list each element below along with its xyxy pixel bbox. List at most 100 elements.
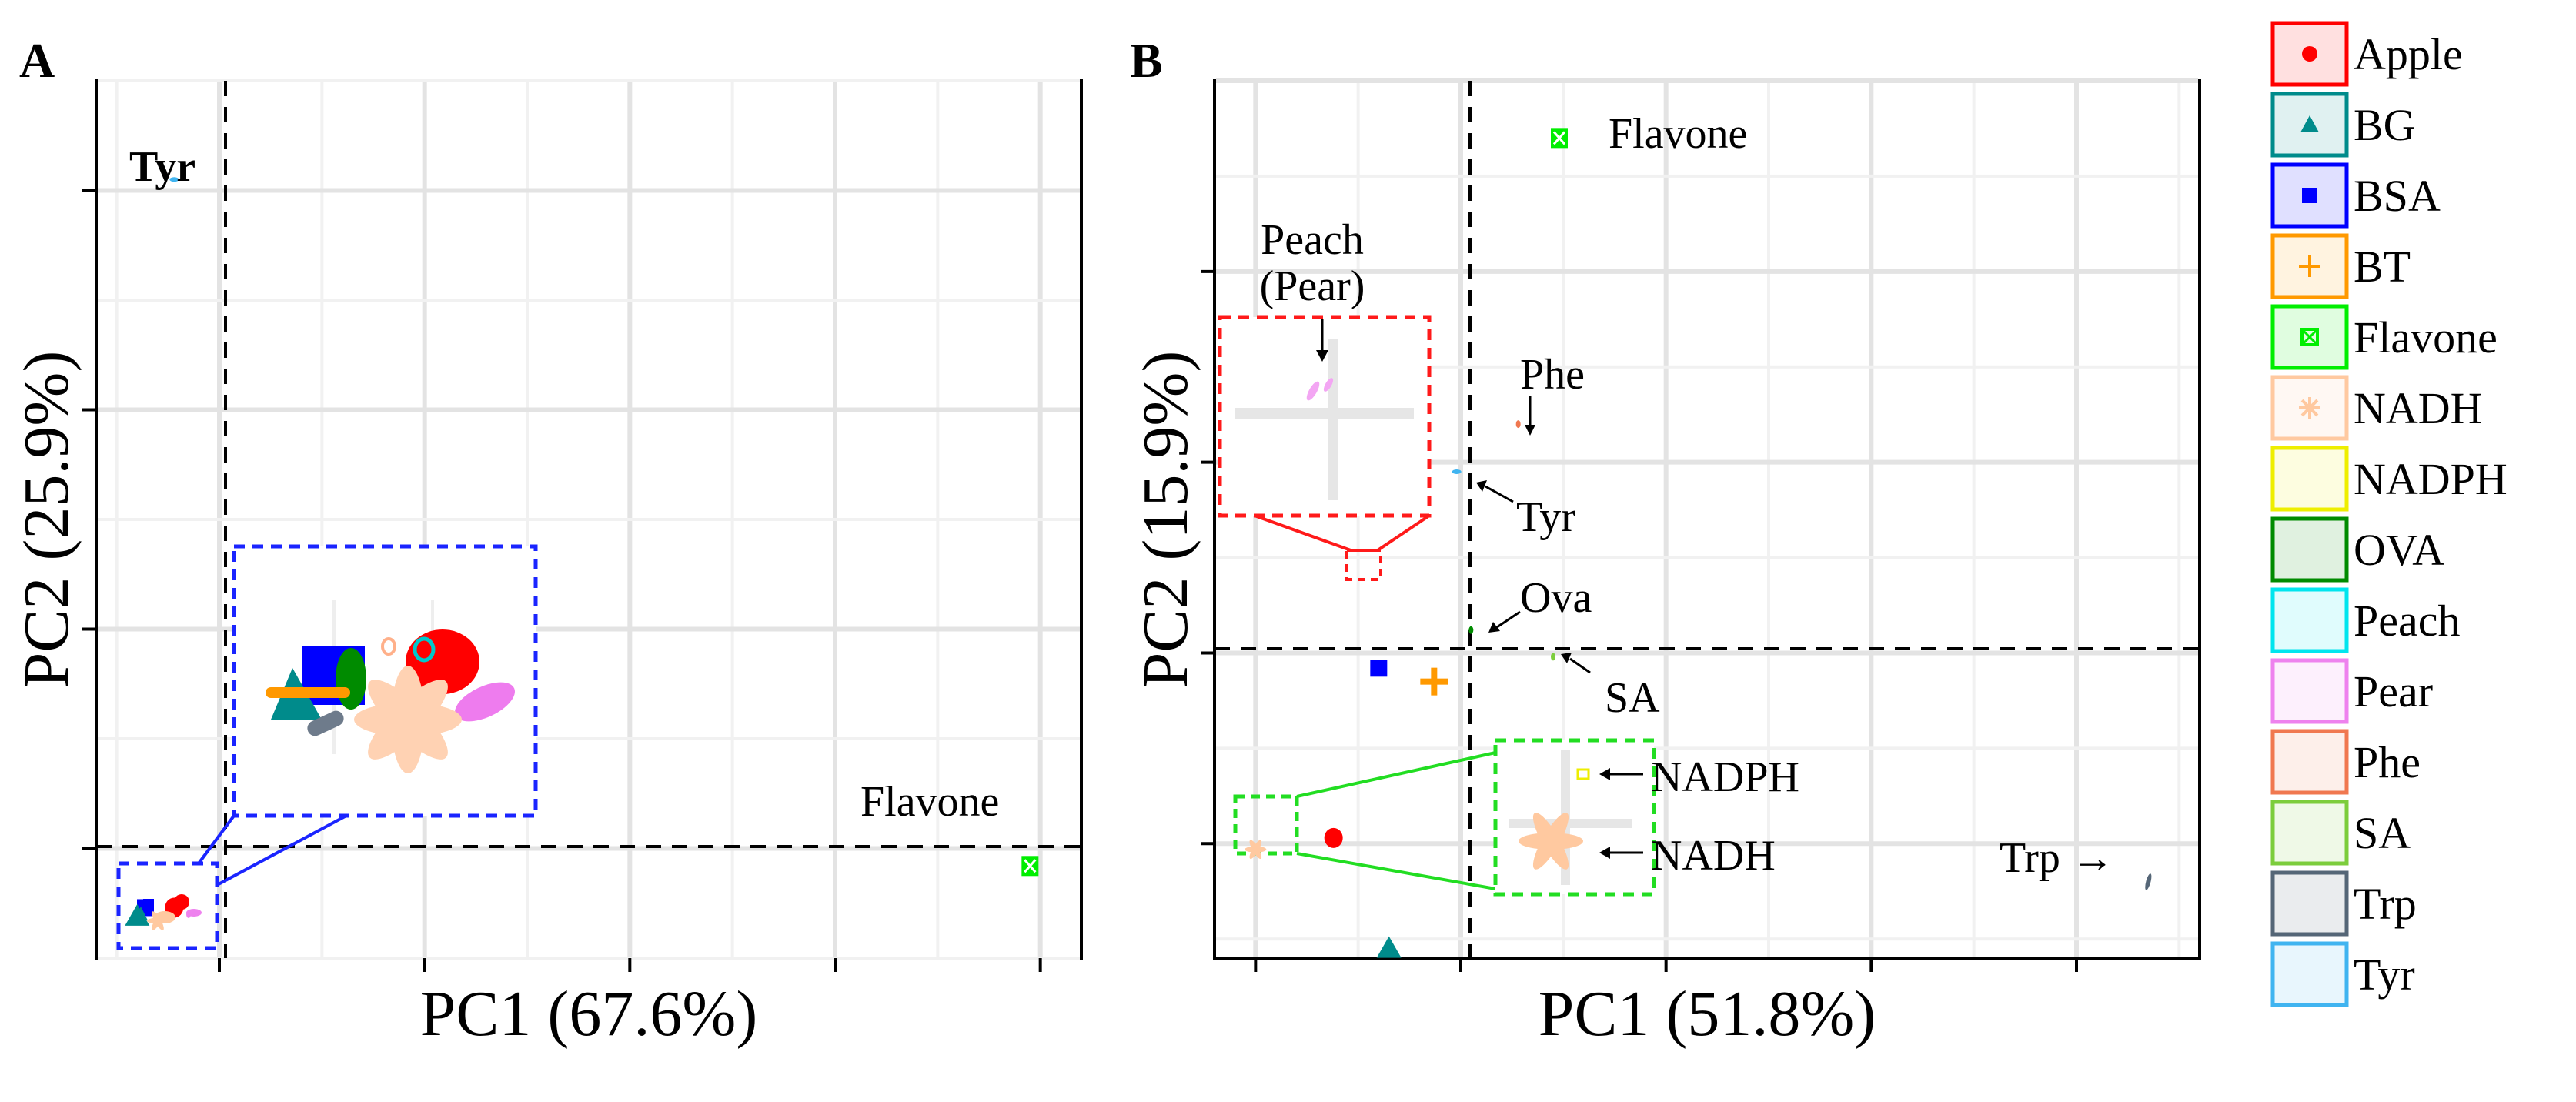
point-bg [1376, 936, 1402, 958]
point-trp [2145, 873, 2152, 890]
legend-item-pear: Pear [2270, 658, 2433, 724]
legend-label: Flavone [2354, 312, 2497, 362]
legend-swatch [2270, 658, 2349, 724]
legend-label: NADH [2354, 383, 2483, 433]
legend-item-ova: OVA [2270, 516, 2444, 583]
panel-b-label-flavone: Flavone [1609, 110, 1747, 158]
legend-swatch [2270, 729, 2349, 795]
legend-label: Apple [2354, 29, 2463, 79]
phe-arrow-head [1525, 425, 1535, 436]
point-ova [1468, 626, 1474, 634]
panel-a-zoom-box [232, 544, 538, 818]
legend-item-bt: BT [2270, 233, 2411, 299]
point-phe [1515, 420, 1521, 429]
legend-swatch [2270, 516, 2349, 583]
peach-inset-grid-v [1328, 339, 1338, 500]
legend-swatch [2270, 587, 2349, 653]
panel-b-label-trp: Trp → [2000, 834, 2114, 882]
legend-label: BSA [2354, 171, 2441, 221]
legend-label: Peach [2354, 596, 2461, 646]
point-nadh [1245, 840, 1267, 860]
legend-item-phe: Phe [2270, 729, 2421, 795]
nadh-inset-connector-2 [1296, 852, 1496, 890]
panel-b-label-peach: Peach [1261, 216, 1364, 264]
legend-swatch [2270, 870, 2349, 937]
panel-b-points [1245, 128, 2152, 958]
panel-a-zoom-cluster [266, 600, 515, 773]
zoom-nadh-star [354, 666, 462, 773]
panel-a: A [11, 33, 1083, 1050]
panel-a-source-cluster [134, 894, 202, 923]
legend-item-apple: Apple [2270, 21, 2463, 87]
legend-label: SA [2354, 808, 2411, 858]
nadh-inset-nadh-marker [1519, 813, 1583, 870]
panel-b-label-tyr: Tyr [1516, 493, 1575, 541]
legend-marker-square [2302, 188, 2317, 203]
legend-item-sa: SA [2270, 800, 2411, 866]
legend-marker-plus [2299, 255, 2320, 277]
legend-swatch [2270, 941, 2349, 1007]
panel-a-x-axis-label: PC1 (67.6%) [420, 978, 758, 1050]
src-pear-marker [186, 909, 202, 917]
zoom-peach-marker [413, 636, 436, 663]
peach-inset-source-box [1345, 549, 1382, 581]
panel-b-y-axis-label: PC2 (15.9%) [1130, 351, 1201, 689]
legend-item-nadh: NADH [2270, 375, 2483, 441]
zoom-bt-marker [266, 687, 350, 698]
point-bt [1420, 667, 1448, 696]
legend-label: NADPH [2354, 454, 2508, 504]
panel-b-label-nadh: NADH [1651, 832, 1776, 880]
zoom-ova-marker [336, 648, 366, 710]
legend-label: Tyr [2354, 950, 2415, 1000]
panel-b: B [1130, 33, 2201, 1050]
panel-a-ticks [82, 189, 1042, 972]
zoom-trp-marker [307, 710, 344, 736]
legend-label: BT [2354, 242, 2411, 292]
nadh-inset-connector [1296, 751, 1496, 798]
legend-label: BG [2354, 100, 2416, 150]
sa-arrow [1569, 657, 1591, 674]
point-tyr [169, 177, 179, 182]
panel-b-ticks [1201, 269, 2078, 972]
legend: Apple BG BSA BT Flavone NADH NADPH OVA Peach Pear… [2270, 21, 2508, 1007]
peach-inset-arrow-head [1316, 350, 1328, 362]
legend-marker-triangle [2300, 115, 2319, 132]
panel-b-label-sa: SA [1605, 674, 1660, 722]
src-bsa-marker [143, 899, 154, 910]
legend-label: Trp [2354, 879, 2417, 929]
tyr-arrow-head [1476, 480, 1487, 492]
panel-label-a: A [19, 33, 55, 88]
point-apple [1324, 827, 1343, 848]
ova-arrow [1496, 610, 1521, 629]
point-flavone [1021, 856, 1039, 877]
point-flavone [1551, 128, 1568, 149]
legend-swatch [2270, 446, 2349, 512]
panel-b-grid [1216, 78, 2198, 957]
point-bsa [1370, 660, 1388, 677]
src-nadh-marker [154, 911, 175, 923]
legend-item-bsa: BSA [2270, 162, 2441, 229]
panel-b-label-phe: Phe [1520, 351, 1585, 399]
legend-swatch [2270, 800, 2349, 866]
legend-item-tyr: Tyr [2270, 941, 2415, 1007]
panel-b-x-axis-label: PC1 (51.8%) [1539, 978, 1876, 1050]
legend-item-bg: BG [2270, 92, 2416, 158]
panel-a-label-flavone: Flavone [860, 778, 999, 826]
panel-a-zoom-source-box [116, 861, 219, 950]
nadh-inset-source-box [1233, 794, 1299, 856]
legend-label: Pear [2354, 666, 2433, 716]
nadh-inset-box [1493, 738, 1656, 897]
legend-label: Phe [2354, 737, 2421, 787]
panel-b-label-pear: (Pear) [1260, 262, 1365, 310]
legend-item-trp: Trp [2270, 870, 2417, 937]
panel-b-label-ova: Ova [1520, 574, 1592, 622]
panel-b-peach-inset [1218, 315, 1432, 581]
legend-marker-circle [2302, 46, 2317, 62]
legend-item-nadph: NADPH [2270, 446, 2508, 512]
sa-arrow-head [1561, 653, 1572, 663]
panel-b-plot-area [1213, 79, 2201, 960]
legend-marker-asterisk [2299, 397, 2320, 419]
panel-a-zoom-connector-2 [216, 814, 347, 887]
panel-b-label-nadph: NADPH [1651, 753, 1799, 801]
